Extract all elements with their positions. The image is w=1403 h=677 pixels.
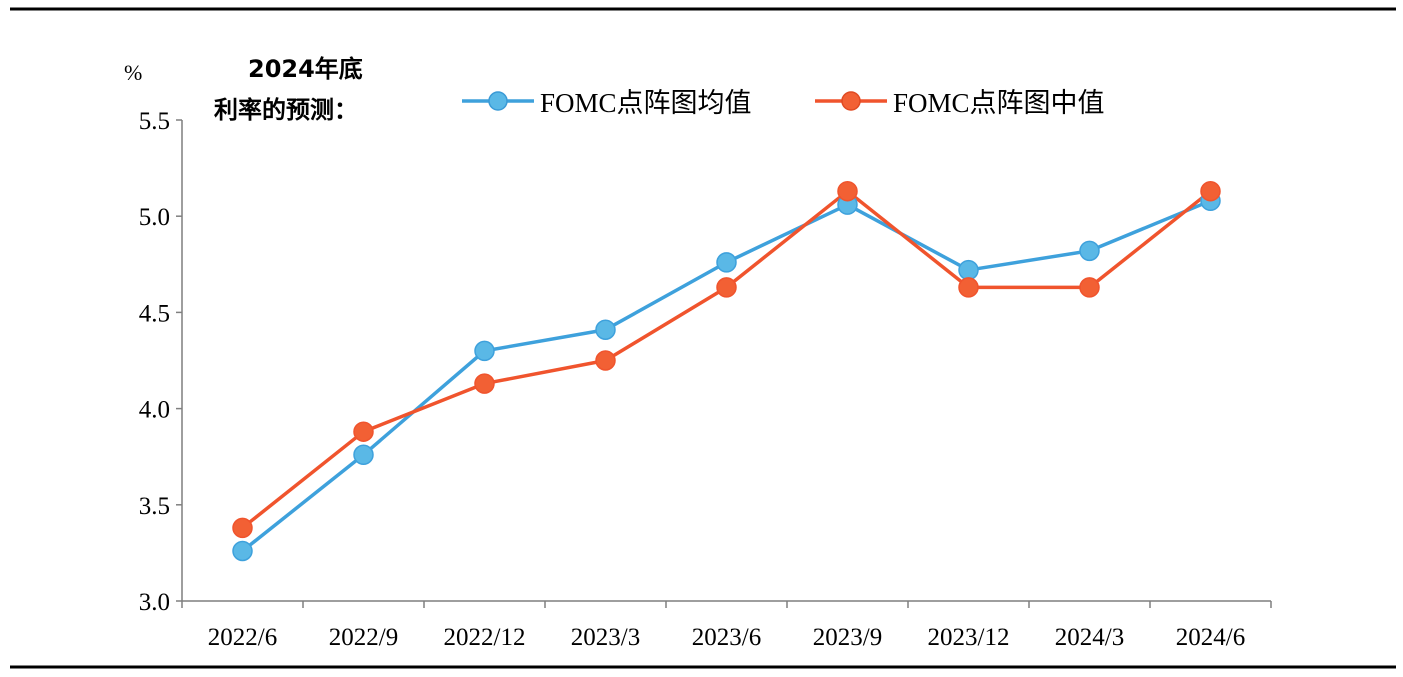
legend-label-mean: FOMC点阵图均值 bbox=[540, 88, 752, 118]
y-tick-label: 4.5 bbox=[139, 300, 170, 327]
data-point-mean bbox=[958, 259, 979, 281]
x-tick-label: 2023/6 bbox=[692, 624, 761, 651]
legend-marker-mean bbox=[488, 91, 508, 111]
data-point-mean bbox=[716, 252, 737, 273]
data-point-mean bbox=[474, 340, 495, 362]
legend-item-median: FOMC点阵图中值 bbox=[815, 88, 1105, 118]
data-point-mean bbox=[1079, 240, 1100, 262]
data-point-median bbox=[1079, 277, 1100, 298]
chart-title-line-1: 2024年底 bbox=[248, 55, 363, 83]
data-point-median bbox=[232, 517, 253, 539]
chart-title-line-2: 利率的预测： bbox=[214, 96, 358, 124]
x-tick-label: 2022/12 bbox=[444, 624, 526, 651]
data-point-median bbox=[716, 277, 737, 298]
data-point-median bbox=[474, 373, 495, 394]
data-point-median bbox=[958, 277, 979, 298]
data-point-median bbox=[1200, 180, 1221, 202]
data-point-mean bbox=[353, 444, 374, 466]
data-point-median bbox=[353, 421, 374, 442]
data-point-mean bbox=[232, 540, 253, 562]
data-point-median bbox=[595, 350, 616, 371]
x-tick-label: 2023/12 bbox=[928, 624, 1010, 651]
y-tick-label: 3.5 bbox=[139, 493, 170, 520]
legend-item-mean: FOMC点阵图均值 bbox=[462, 88, 752, 118]
data-point-median bbox=[837, 180, 858, 202]
y-tick-label: 4.0 bbox=[139, 397, 170, 424]
x-tick-label: 2023/3 bbox=[571, 624, 640, 651]
legend-marker-median bbox=[841, 91, 861, 111]
x-tick-label: 2022/9 bbox=[329, 624, 398, 651]
legend-label-median: FOMC点阵图中值 bbox=[893, 88, 1105, 118]
y-tick-label: 3.0 bbox=[139, 589, 170, 616]
series-line-median bbox=[241, 189, 1212, 530]
series-layer bbox=[232, 180, 1221, 562]
x-tick-label: 2022/6 bbox=[208, 624, 277, 651]
legend: FOMC点阵图均值 FOMC点阵图中值 bbox=[462, 88, 1105, 118]
axes: 3.0 3.5 4.0 4.5 5.0 5.5 2022/6 2022/9 2022/12 202… bbox=[139, 108, 1272, 651]
y-tick-label: 5.5 bbox=[139, 108, 170, 135]
x-tick-label: 2024/6 bbox=[1176, 624, 1245, 651]
data-point-mean bbox=[595, 319, 616, 340]
x-tick-label: 2023/9 bbox=[813, 624, 882, 651]
y-tick-label: 5.0 bbox=[139, 204, 170, 231]
x-tick-label: 2024/3 bbox=[1055, 624, 1124, 651]
y-axis-unit: % bbox=[124, 60, 142, 85]
